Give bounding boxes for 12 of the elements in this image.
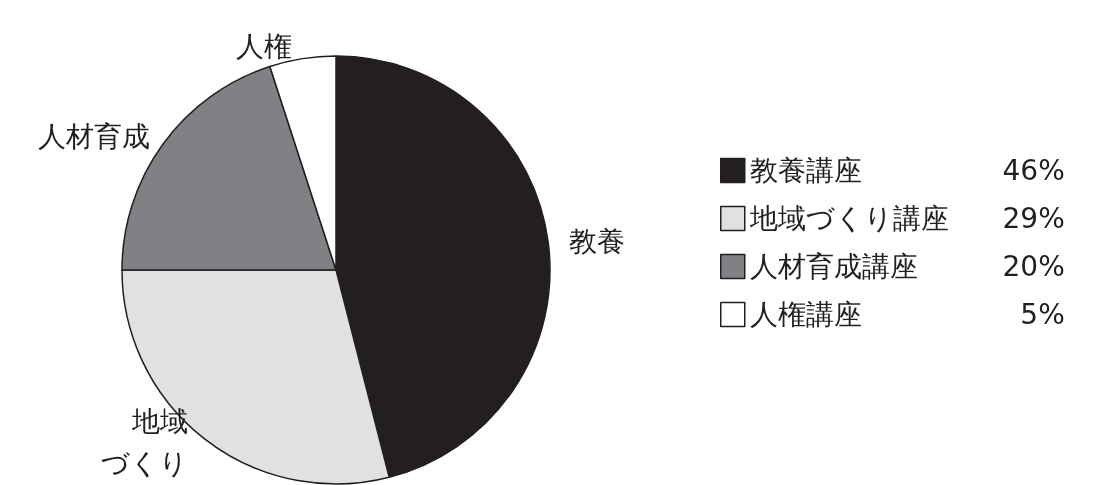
text: 教養 xyxy=(569,225,626,259)
text: 人材育成 xyxy=(37,119,150,153)
legend-label: 地域づくり講座 xyxy=(748,202,949,235)
legend-label: 教養講座 xyxy=(749,154,862,187)
data-label: 46% xyxy=(1002,154,1065,187)
data-label: 20% xyxy=(1002,250,1065,283)
text: 地域づくり xyxy=(101,404,189,480)
text: 人権 xyxy=(235,30,292,64)
legend-label: 人材育成講座 xyxy=(749,250,918,283)
data-label: 29% xyxy=(1002,202,1065,235)
legend-label: 人権講座 xyxy=(749,298,862,331)
data-label: 5% xyxy=(1020,298,1065,331)
